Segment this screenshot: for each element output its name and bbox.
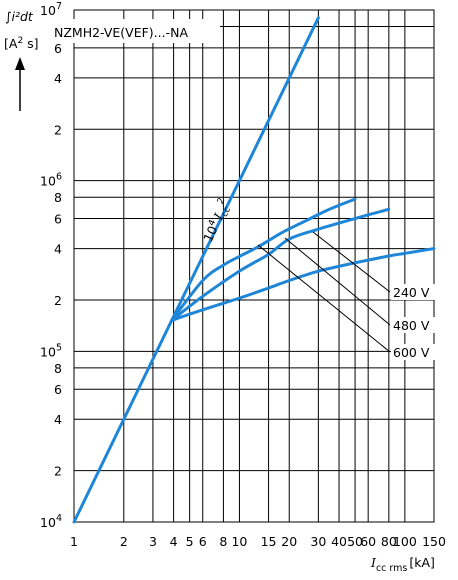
y-tick-label: 104 [40, 513, 62, 530]
series-line-600v [170, 197, 357, 322]
series-label-600v: 600 V [393, 345, 430, 360]
x-tick-label: 6 [199, 534, 207, 549]
y-tick-label: 6 [54, 41, 62, 56]
series-line-10e4-icc2 [72, 16, 320, 524]
title-background [49, 19, 220, 43]
x-tick-label: 15 [261, 534, 277, 549]
y-tick-label: 2 [54, 293, 62, 308]
y-tick-label: 2 [54, 122, 62, 137]
y-tick-label: 8 [54, 190, 62, 205]
series-label-600v-bg [391, 344, 435, 360]
series-label-10e4-icc2: 104Icc2 [199, 197, 235, 246]
x-tick-label: 40 [331, 534, 347, 549]
y-tick-label: 8 [54, 361, 62, 376]
x-tick-label: 80 [381, 534, 397, 549]
y-axis-label: ∫i²dt [5, 9, 34, 24]
x-tick-label: 4 [170, 534, 178, 549]
x-tick-label: 60 [360, 534, 376, 549]
y-tick-label: 4 [54, 412, 62, 427]
series-label-480v: 480 V [393, 318, 430, 333]
x-tick-label: 20 [281, 534, 297, 549]
grid [73, 9, 435, 523]
x-tick-label: 30 [310, 534, 326, 549]
x-tick-label: 1 [70, 534, 78, 549]
y-tick-label: 106 [40, 172, 62, 189]
leader-lines [257, 231, 391, 353]
plot-frame [73, 9, 435, 523]
y-axis-unit: [A2 s] [4, 36, 39, 51]
x-tick-label: 10 [231, 534, 247, 549]
series-line-240v [170, 247, 436, 322]
y-tick-label: 4 [54, 71, 62, 86]
x-tick-label: 2 [120, 534, 128, 549]
x-tick-label: 3 [149, 534, 157, 549]
curves [72, 16, 436, 524]
series-label-480v-bg [391, 317, 435, 333]
x-tick-label: 150 [422, 534, 446, 549]
y-tick-label: 6 [54, 212, 62, 227]
y-tick-label: 2 [54, 464, 62, 479]
y-tick-label: 105 [40, 342, 62, 359]
series-label-240v-bg [391, 284, 435, 300]
x-tick-label: 50 [347, 534, 363, 549]
chart-title: NZMH2-VE(VEF)...-NA [54, 25, 188, 40]
x-tick-label: 100 [393, 534, 417, 549]
x-tick-label: 8 [219, 534, 227, 549]
x-tick-label: 5 [186, 534, 194, 549]
y-axis-arrow [15, 57, 25, 111]
y-tick-label: 4 [54, 242, 62, 257]
series-label-240v: 240 V [393, 285, 430, 300]
series-line-480v [170, 207, 391, 322]
y-tick-label: 6 [54, 382, 62, 397]
y-tick-label: 107 [40, 1, 62, 18]
x-axis-label: Icc rms [kA] [370, 555, 435, 574]
